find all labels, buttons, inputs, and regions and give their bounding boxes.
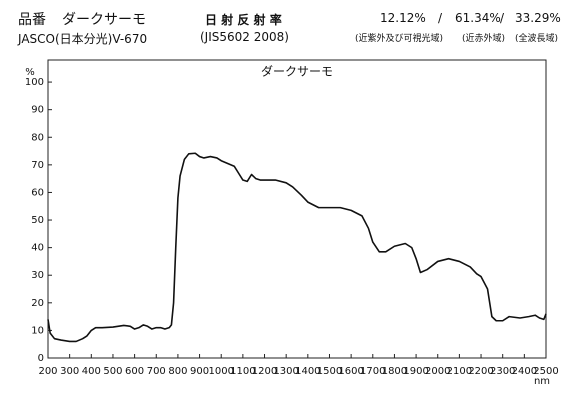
x-tick-label: 2500 [533,366,558,377]
y-tick-label: 70 [31,160,44,171]
x-tick-label: 300 [60,366,79,377]
x-tick-label: 2100 [447,366,472,377]
ratio-value: 33.29% [515,11,561,25]
y-tick-label: 80 [31,132,44,143]
x-tick-label: 500 [103,366,122,377]
x-tick-label: 900 [190,366,209,377]
y-tick-label: 30 [31,270,44,281]
x-tick-label: 1400 [295,366,320,377]
y-tick-label: 50 [31,215,44,226]
x-tick-label: 1000 [208,366,233,377]
x-tick-label: 200 [38,366,57,377]
ratio-value: 61.34% [455,11,501,25]
separator: / [500,11,505,25]
y-tick-label: 20 [31,298,44,309]
x-tick-label: 1100 [230,366,255,377]
y-tick-label: 40 [31,243,44,254]
standard: (JIS5602 2008) [200,30,289,44]
ratio-label: (近赤外域) [462,34,506,44]
spectrum-line [47,152,547,343]
plot-frame [47,59,547,359]
x-tick-label: 1800 [382,366,407,377]
product-label: 品番 [18,12,46,28]
measure-title: 日 射 反 射 率 [205,13,282,27]
y-tick-label: 60 [31,187,44,198]
x-tick-label: 2000 [425,366,450,377]
x-tick-label: 1200 [252,366,277,377]
x-tick-label: 1500 [317,366,342,377]
x-tick-label: 1900 [403,366,428,377]
y-tick-label: 100 [25,77,44,88]
x-tick-label: 2400 [512,366,537,377]
y-tick-label: 90 [31,105,44,116]
x-tick-label: 2300 [490,366,515,377]
x-tick-label: 600 [125,366,144,377]
y-unit: % [25,67,35,78]
separator: / [438,11,443,25]
y-tick-label: 10 [31,325,44,336]
x-tick-label: 2200 [468,366,493,377]
x-tick-label: 700 [147,366,166,377]
x-tick-label: 800 [168,366,187,377]
x-tick-label: 1600 [338,366,363,377]
x-tick-label: 1700 [360,366,385,377]
y-tick-label: 0 [38,353,44,364]
x-unit: nm [534,376,550,387]
instrument: JASCO(日本分光)V-670 [18,32,148,46]
ratio-value: 12.12% [380,11,426,25]
x-tick-label: 400 [82,366,101,377]
chart-title: ダークサーモ [261,64,333,79]
ratio-label: (近紫外及び可視光域) [355,34,444,44]
product-name: ダークサーモ [62,12,146,28]
x-tick-label: 1300 [273,366,298,377]
ratio-label: (全波長域) [515,34,559,44]
